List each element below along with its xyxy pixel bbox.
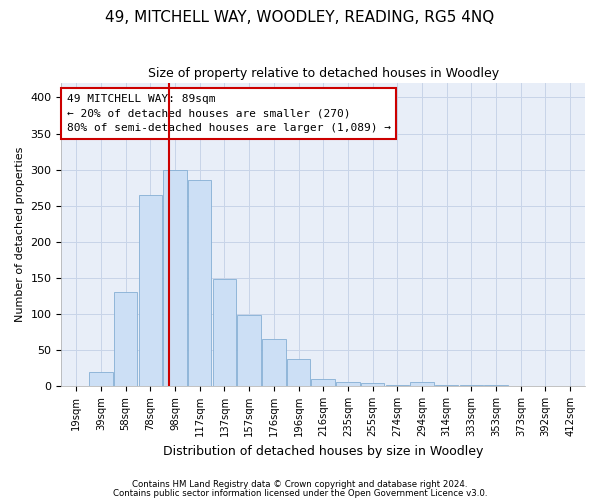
- X-axis label: Distribution of detached houses by size in Woodley: Distribution of detached houses by size …: [163, 444, 484, 458]
- Bar: [89, 372, 113, 386]
- Bar: [114, 292, 137, 386]
- Bar: [435, 384, 458, 386]
- Bar: [484, 384, 508, 386]
- Text: 49 MITCHELL WAY: 89sqm
← 20% of detached houses are smaller (270)
80% of semi-de: 49 MITCHELL WAY: 89sqm ← 20% of detached…: [67, 94, 391, 134]
- Title: Size of property relative to detached houses in Woodley: Size of property relative to detached ho…: [148, 68, 499, 80]
- Text: Contains HM Land Registry data © Crown copyright and database right 2024.: Contains HM Land Registry data © Crown c…: [132, 480, 468, 489]
- Bar: [361, 383, 385, 386]
- Bar: [410, 382, 434, 386]
- Bar: [188, 180, 211, 386]
- Text: Contains public sector information licensed under the Open Government Licence v3: Contains public sector information licen…: [113, 489, 487, 498]
- Text: 49, MITCHELL WAY, WOODLEY, READING, RG5 4NQ: 49, MITCHELL WAY, WOODLEY, READING, RG5 …: [106, 10, 494, 25]
- Bar: [460, 384, 483, 386]
- Bar: [287, 358, 310, 386]
- Bar: [336, 382, 359, 386]
- Bar: [311, 379, 335, 386]
- Bar: [238, 316, 261, 386]
- Bar: [212, 280, 236, 386]
- Bar: [262, 339, 286, 386]
- Bar: [163, 170, 187, 386]
- Bar: [386, 384, 409, 386]
- Y-axis label: Number of detached properties: Number of detached properties: [15, 147, 25, 322]
- Bar: [139, 195, 162, 386]
